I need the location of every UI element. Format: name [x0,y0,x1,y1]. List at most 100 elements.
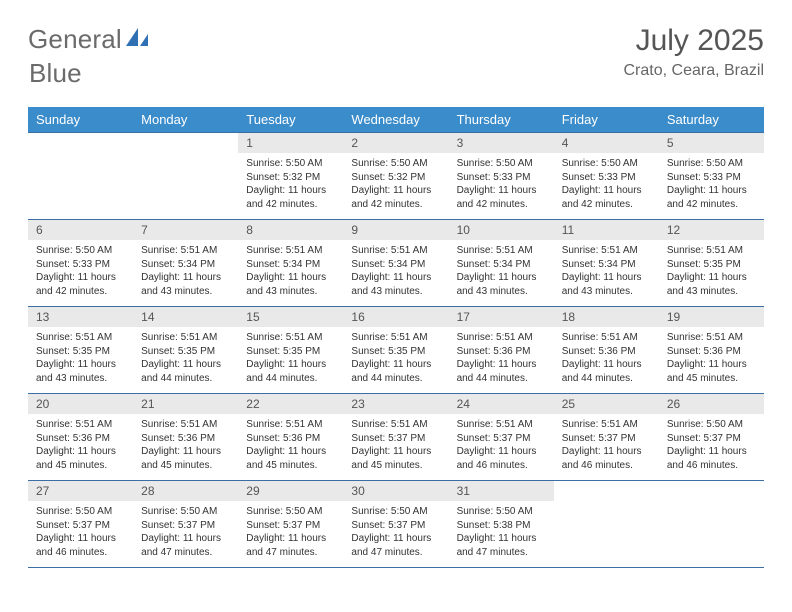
sunset-line: Sunset: 5:36 PM [246,432,335,446]
day-details: Sunrise: 5:50 AMSunset: 5:37 PMDaylight:… [238,501,343,565]
day-details: Sunrise: 5:51 AMSunset: 5:35 PMDaylight:… [28,327,133,391]
day-details: Sunrise: 5:51 AMSunset: 5:36 PMDaylight:… [28,414,133,478]
day-details: Sunrise: 5:50 AMSunset: 5:33 PMDaylight:… [554,153,659,217]
day-number: 26 [659,394,764,414]
day-details: Sunrise: 5:50 AMSunset: 5:37 PMDaylight:… [343,501,448,565]
day-number: 27 [28,481,133,501]
sunrise-line: Sunrise: 5:51 AM [562,331,651,345]
daylight-line: Daylight: 11 hours and 45 minutes. [141,445,230,472]
daylight-line: Daylight: 11 hours and 46 minutes. [36,532,125,559]
day-cell: 4Sunrise: 5:50 AMSunset: 5:33 PMDaylight… [554,133,659,220]
day-number: 11 [554,220,659,240]
daylight-line: Daylight: 11 hours and 46 minutes. [457,445,546,472]
sunset-line: Sunset: 5:33 PM [667,171,756,185]
daylight-line: Daylight: 11 hours and 46 minutes. [562,445,651,472]
day-details: Sunrise: 5:51 AMSunset: 5:37 PMDaylight:… [343,414,448,478]
day-number: 23 [343,394,448,414]
day-cell: 13Sunrise: 5:51 AMSunset: 5:35 PMDayligh… [28,307,133,394]
sunrise-line: Sunrise: 5:51 AM [562,418,651,432]
day-header-row: SundayMondayTuesdayWednesdayThursdayFrid… [28,107,764,133]
sunrise-line: Sunrise: 5:51 AM [141,331,230,345]
daylight-line: Daylight: 11 hours and 46 minutes. [667,445,756,472]
sunrise-line: Sunrise: 5:50 AM [562,157,651,171]
daylight-line: Daylight: 11 hours and 42 minutes. [36,271,125,298]
brand-name-part1: General [28,24,122,55]
sunrise-line: Sunrise: 5:51 AM [457,244,546,258]
day-cell [133,133,238,220]
day-details: Sunrise: 5:51 AMSunset: 5:34 PMDaylight:… [554,240,659,304]
day-number: 28 [133,481,238,501]
day-cell: 30Sunrise: 5:50 AMSunset: 5:37 PMDayligh… [343,481,448,568]
sunrise-line: Sunrise: 5:51 AM [246,244,335,258]
sunrise-line: Sunrise: 5:51 AM [246,418,335,432]
sunrise-line: Sunrise: 5:51 AM [351,331,440,345]
sunrise-line: Sunrise: 5:51 AM [141,244,230,258]
day-number: 7 [133,220,238,240]
calendar-row: 6Sunrise: 5:50 AMSunset: 5:33 PMDaylight… [28,220,764,307]
day-details: Sunrise: 5:51 AMSunset: 5:35 PMDaylight:… [238,327,343,391]
day-number: 24 [449,394,554,414]
title-block: July 2025 Crato, Ceara, Brazil [624,24,765,80]
sunset-line: Sunset: 5:33 PM [457,171,546,185]
sunset-line: Sunset: 5:34 PM [141,258,230,272]
sunrise-line: Sunrise: 5:51 AM [351,244,440,258]
sunset-line: Sunset: 5:37 PM [141,519,230,533]
day-cell: 3Sunrise: 5:50 AMSunset: 5:33 PMDaylight… [449,133,554,220]
day-details: Sunrise: 5:50 AMSunset: 5:37 PMDaylight:… [28,501,133,565]
day-details: Sunrise: 5:50 AMSunset: 5:37 PMDaylight:… [659,414,764,478]
sunset-line: Sunset: 5:36 PM [141,432,230,446]
day-details: Sunrise: 5:51 AMSunset: 5:34 PMDaylight:… [343,240,448,304]
day-header-sunday: Sunday [28,107,133,133]
sunset-line: Sunset: 5:37 PM [246,519,335,533]
day-details: Sunrise: 5:51 AMSunset: 5:34 PMDaylight:… [449,240,554,304]
sunrise-line: Sunrise: 5:51 AM [141,418,230,432]
sunrise-line: Sunrise: 5:50 AM [351,505,440,519]
sunrise-line: Sunrise: 5:50 AM [457,157,546,171]
daylight-line: Daylight: 11 hours and 42 minutes. [667,184,756,211]
brand-name-part2: Blue [29,58,82,88]
calendar-row: 20Sunrise: 5:51 AMSunset: 5:36 PMDayligh… [28,394,764,481]
day-details: Sunrise: 5:50 AMSunset: 5:32 PMDaylight:… [343,153,448,217]
sunset-line: Sunset: 5:33 PM [562,171,651,185]
day-number: 18 [554,307,659,327]
daylight-line: Daylight: 11 hours and 42 minutes. [246,184,335,211]
sunrise-line: Sunrise: 5:51 AM [351,418,440,432]
sunset-line: Sunset: 5:32 PM [351,171,440,185]
daylight-line: Daylight: 11 hours and 45 minutes. [246,445,335,472]
sunset-line: Sunset: 5:37 PM [351,432,440,446]
calendar-body: 1Sunrise: 5:50 AMSunset: 5:32 PMDaylight… [28,133,764,568]
day-number: 21 [133,394,238,414]
day-number: 25 [554,394,659,414]
day-cell [28,133,133,220]
sunrise-line: Sunrise: 5:50 AM [351,157,440,171]
daylight-line: Daylight: 11 hours and 44 minutes. [246,358,335,385]
day-cell: 31Sunrise: 5:50 AMSunset: 5:38 PMDayligh… [449,481,554,568]
daylight-line: Daylight: 11 hours and 42 minutes. [562,184,651,211]
daylight-line: Daylight: 11 hours and 47 minutes. [351,532,440,559]
day-cell: 10Sunrise: 5:51 AMSunset: 5:34 PMDayligh… [449,220,554,307]
day-number: 1 [238,133,343,153]
sunrise-line: Sunrise: 5:50 AM [36,505,125,519]
day-number: 29 [238,481,343,501]
sunset-line: Sunset: 5:35 PM [141,345,230,359]
day-number: 31 [449,481,554,501]
sunset-line: Sunset: 5:37 PM [667,432,756,446]
day-cell: 11Sunrise: 5:51 AMSunset: 5:34 PMDayligh… [554,220,659,307]
day-number: 16 [343,307,448,327]
day-cell: 8Sunrise: 5:51 AMSunset: 5:34 PMDaylight… [238,220,343,307]
sunrise-line: Sunrise: 5:51 AM [246,331,335,345]
day-cell: 14Sunrise: 5:51 AMSunset: 5:35 PMDayligh… [133,307,238,394]
sunrise-line: Sunrise: 5:50 AM [246,157,335,171]
day-cell: 15Sunrise: 5:51 AMSunset: 5:35 PMDayligh… [238,307,343,394]
brand-logo: General [28,24,152,55]
location: Crato, Ceara, Brazil [624,62,765,80]
sunset-line: Sunset: 5:36 PM [562,345,651,359]
day-details: Sunrise: 5:51 AMSunset: 5:37 PMDaylight:… [449,414,554,478]
day-header-monday: Monday [133,107,238,133]
day-details: Sunrise: 5:51 AMSunset: 5:36 PMDaylight:… [133,414,238,478]
sunset-line: Sunset: 5:36 PM [36,432,125,446]
day-header-wednesday: Wednesday [343,107,448,133]
daylight-line: Daylight: 11 hours and 43 minutes. [562,271,651,298]
day-number: 4 [554,133,659,153]
daylight-line: Daylight: 11 hours and 47 minutes. [246,532,335,559]
